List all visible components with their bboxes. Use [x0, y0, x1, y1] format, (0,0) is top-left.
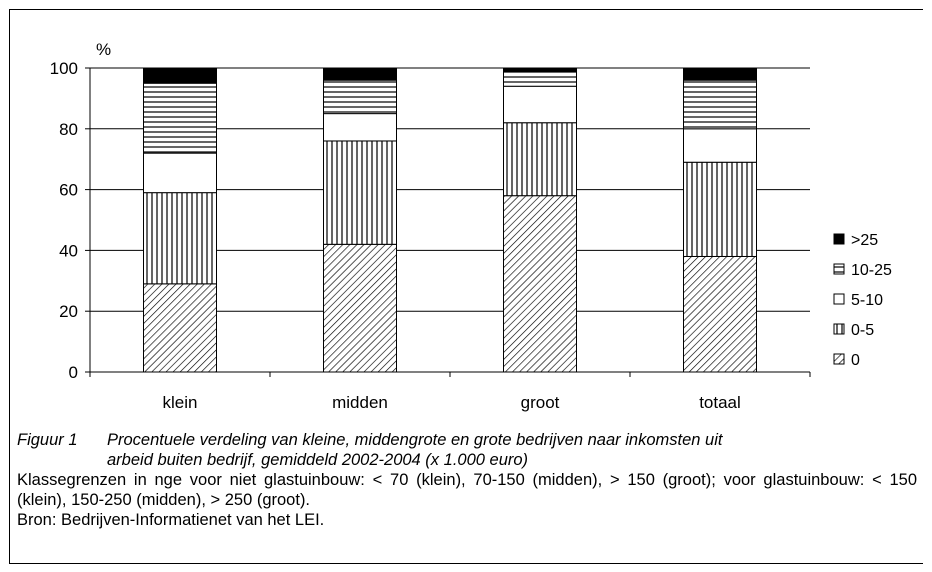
bar-segment-groot-0-5	[503, 122, 577, 197]
caption-source: Bron: Bedrijven-Informatienet van het LE…	[17, 511, 325, 529]
legend-swatch-5-10	[833, 293, 845, 305]
bar-segment-totaal->25	[683, 67, 757, 81]
figure-title-line: Figuur 1 Procentuele verdeling van klein…	[17, 430, 917, 450]
caption-note: Klassegrenzen in nge voor niet glastuinb…	[17, 471, 917, 509]
bar-segment-klein->25	[143, 67, 217, 84]
bars	[143, 67, 757, 373]
legend-swatch-0	[833, 353, 845, 365]
y-tick-label: 40	[59, 241, 78, 260]
legend-label: 0	[851, 352, 860, 369]
legend-label: 10-25	[851, 262, 892, 279]
y-tick-label: 60	[59, 181, 78, 200]
bar-segment-midden-10-25	[323, 79, 397, 115]
bar-segment-klein-0	[143, 283, 217, 373]
figure-frame	[9, 9, 923, 564]
legend-swatch-10-25	[833, 263, 845, 275]
figure-caption: Figuur 1 Procentuele verdeling van klein…	[17, 430, 917, 530]
bar-segment-midden-0	[323, 243, 397, 373]
legend-label: 5-10	[851, 292, 883, 309]
y-unit-label: %	[96, 40, 111, 59]
figure-title-1: Procentuele verdeling van kleine, midden…	[107, 431, 723, 449]
figure-number: Figuur 1	[17, 431, 78, 449]
bar-segment-groot-10-25	[503, 70, 577, 87]
bar-segment-midden->25	[323, 67, 397, 81]
legend-swatch->25	[833, 233, 845, 245]
bar-segment-groot-0	[503, 195, 577, 373]
bar-segment-midden-0-5	[323, 140, 397, 245]
bar-segment-totaal-0-5	[683, 161, 757, 257]
y-tick-label: 20	[59, 302, 78, 321]
bar-segment-totaal-10-25	[683, 79, 757, 130]
bar-segment-klein-5-10	[143, 152, 217, 194]
y-tick-label: 0	[69, 363, 78, 382]
bar-segment-groot->25	[503, 67, 577, 72]
x-category-label: midden	[332, 393, 388, 412]
bar-segment-klein-10-25	[143, 82, 217, 154]
bar-segment-groot-5-10	[503, 85, 577, 124]
legend-label: >25	[851, 232, 878, 249]
legend: >25 10-25 5-10 0-5 0	[833, 232, 892, 369]
figure-title-line-2: arbeid buiten bedrijf, gemiddeld 2002-20…	[17, 450, 917, 470]
x-category-label: klein	[163, 393, 198, 412]
legend-swatch-0-5	[833, 323, 845, 335]
legend-label: 0-5	[851, 322, 874, 339]
bar-segment-totaal-5-10	[683, 128, 757, 163]
x-category-label: groot	[521, 393, 560, 412]
bar-segment-totaal-0	[683, 255, 757, 373]
x-category-label: totaal	[699, 393, 741, 412]
bar-segment-midden-5-10	[323, 113, 397, 142]
chart-area: % 0 20 40 60 80 100 klein midden groot totaal >25…	[50, 40, 892, 412]
bar-segment-klein-0-5	[143, 192, 217, 285]
stacked-bar-chart: % 0 20 40 60 80 100 klein midden groot totaal >25…	[50, 40, 892, 412]
y-tick-label: 100	[50, 59, 78, 78]
figure-title-2: arbeid buiten bedrijf, gemiddeld 2002-20…	[107, 451, 529, 469]
y-tick-label: 80	[59, 120, 78, 139]
